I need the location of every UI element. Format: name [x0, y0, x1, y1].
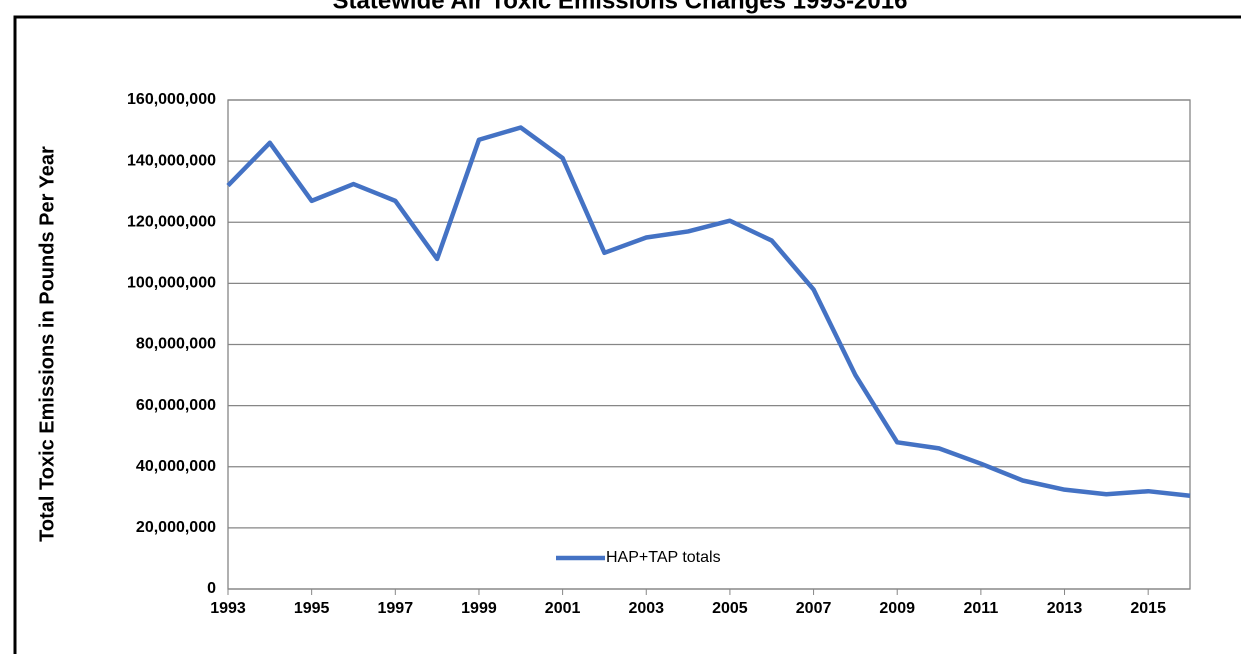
chart-border — [13, 15, 1241, 654]
x-tick-label: 1995 — [294, 600, 330, 617]
x-tick-label: 2005 — [712, 600, 748, 617]
x-tick-label: 2003 — [628, 600, 664, 617]
y-tick-label: 100,000,000 — [127, 275, 216, 292]
y-tick-label: 140,000,000 — [127, 152, 216, 169]
y-tick-label: 60,000,000 — [136, 397, 216, 414]
x-tick-label: 1993 — [210, 600, 246, 617]
y-tick-label: 0 — [207, 580, 216, 597]
y-tick-label: 160,000,000 — [127, 91, 216, 108]
y-tick-label: 20,000,000 — [136, 519, 216, 536]
x-tick-label: 2011 — [964, 600, 999, 617]
y-tick-label: 120,000,000 — [127, 213, 216, 230]
x-tick-label: 2009 — [879, 600, 915, 617]
x-tick-label: 2013 — [1047, 600, 1083, 617]
x-tick-label: 2015 — [1130, 600, 1166, 617]
x-tick-label: 2001 — [545, 600, 581, 617]
y-axis-title: Total Toxic Emissions in Pounds Per Year — [36, 146, 58, 542]
data-line — [226, 125, 1191, 499]
y-tick-label: 80,000,000 — [136, 336, 216, 353]
y-tick-label: 40,000,000 — [136, 458, 216, 475]
x-tick-label: 1999 — [461, 600, 497, 617]
x-tick-label: 2007 — [796, 600, 832, 617]
x-tick-label: 1997 — [378, 600, 414, 617]
plot-frame — [227, 99, 1191, 590]
legend-label: HAP+TAP totals — [606, 549, 721, 566]
chart-title: Statewide Air Toxic Emissions Changes 19… — [333, 0, 908, 14]
